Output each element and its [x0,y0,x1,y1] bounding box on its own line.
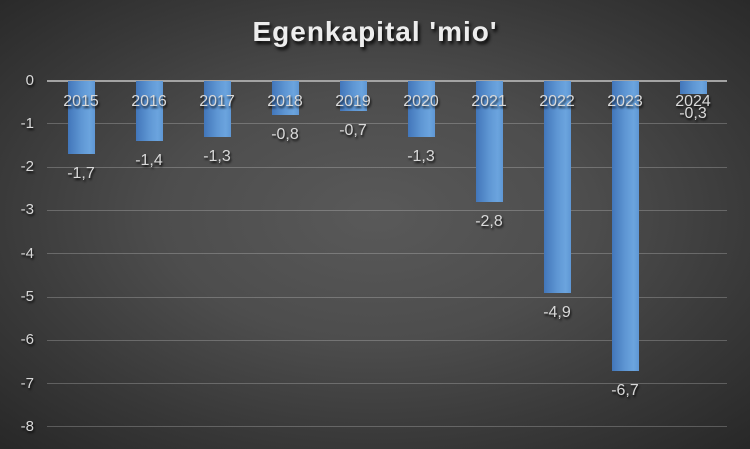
gridline [47,166,727,168]
bar [407,80,435,137]
value-label: -6,7 [611,381,639,399]
gridline [47,209,727,211]
y-tick-label: -2 [20,158,34,176]
value-label: -1,7 [67,165,95,183]
y-tick-label: -8 [20,417,34,435]
bar [271,80,299,116]
bar [67,80,95,155]
chart-title: Egenkapital 'mio' [252,16,498,47]
bar [543,80,571,293]
category-label: 2016 [131,92,167,110]
category-label: 2020 [403,92,439,110]
bar [203,80,231,137]
y-tick-label: -1 [20,114,34,132]
value-label: -1,3 [203,147,231,165]
gridline [47,296,727,298]
category-label: 2022 [539,92,575,110]
bar [135,80,163,142]
gridline [47,123,727,125]
bar [475,80,503,202]
gridline [47,426,727,428]
category-label: 2023 [607,92,643,110]
value-label: -2,8 [475,212,503,230]
category-label: 2021 [471,92,507,110]
gridline [47,253,727,255]
value-label: -0,7 [339,121,367,139]
gridline [47,339,727,341]
category-label: 2024 [675,92,711,110]
category-label: 2019 [335,92,371,110]
value-label: -1,3 [407,147,435,165]
bar [611,80,639,371]
y-tick-label: -6 [20,331,34,349]
category-label: 2015 [63,92,99,110]
value-label: -4,9 [543,303,571,321]
y-tick-label: 0 [25,71,34,89]
zero-axis-line [47,79,727,82]
value-label: -0,8 [271,126,299,144]
y-tick-label: -4 [20,244,34,262]
category-label: 2017 [199,92,235,110]
category-label: 2018 [267,92,303,110]
value-label: -1,4 [135,152,163,170]
gridline [47,383,727,385]
bar [339,80,367,111]
value-label: -0,3 [679,104,707,122]
y-tick-label: -3 [20,201,34,219]
y-tick-label: -5 [20,288,34,305]
bar [679,80,707,94]
y-tick-label: -7 [20,374,34,392]
